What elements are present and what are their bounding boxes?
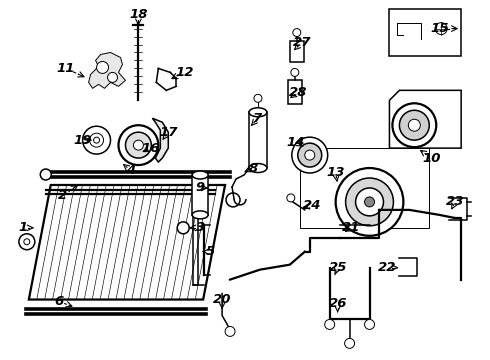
Text: 23: 23: [446, 195, 465, 208]
Bar: [288, 80, 302, 104]
Circle shape: [325, 319, 335, 329]
Circle shape: [298, 143, 322, 167]
Text: 8: 8: [248, 162, 258, 175]
Circle shape: [408, 119, 420, 131]
Text: 22: 22: [378, 261, 397, 274]
Circle shape: [292, 137, 328, 173]
Circle shape: [125, 132, 151, 158]
Ellipse shape: [192, 211, 208, 219]
Circle shape: [90, 133, 103, 147]
Circle shape: [399, 110, 429, 140]
Text: 6: 6: [54, 295, 63, 308]
Bar: [290, 41, 304, 62]
Ellipse shape: [249, 108, 267, 117]
Ellipse shape: [249, 163, 267, 172]
Text: 27: 27: [293, 36, 311, 49]
Text: 4: 4: [126, 163, 135, 176]
Circle shape: [24, 239, 30, 245]
Circle shape: [293, 28, 301, 37]
Ellipse shape: [192, 171, 208, 179]
Text: 3: 3: [196, 221, 205, 234]
Text: 24: 24: [302, 199, 321, 212]
Circle shape: [336, 168, 403, 236]
Polygon shape: [29, 185, 225, 300]
Text: 10: 10: [422, 152, 441, 165]
Circle shape: [19, 234, 35, 250]
Circle shape: [226, 193, 240, 207]
Circle shape: [119, 125, 158, 165]
Text: 1: 1: [18, 221, 27, 234]
Text: 21: 21: [343, 221, 361, 234]
Text: 16: 16: [141, 141, 160, 155]
Bar: [249, 112, 267, 168]
Text: 26: 26: [328, 297, 347, 310]
Polygon shape: [152, 118, 168, 162]
Text: 11: 11: [56, 62, 75, 75]
Circle shape: [83, 126, 111, 154]
Circle shape: [225, 327, 235, 336]
Bar: [390, 9, 461, 57]
Circle shape: [365, 319, 374, 329]
Circle shape: [133, 140, 144, 150]
Bar: [300, 148, 429, 228]
Text: 5: 5: [205, 245, 215, 258]
Circle shape: [356, 188, 384, 216]
Text: 15: 15: [430, 22, 448, 35]
Circle shape: [305, 150, 315, 160]
Circle shape: [94, 137, 99, 143]
Circle shape: [344, 338, 355, 348]
Text: 20: 20: [213, 293, 231, 306]
Circle shape: [365, 197, 374, 207]
Text: 7: 7: [253, 112, 263, 125]
Text: 14: 14: [287, 136, 305, 149]
Circle shape: [40, 169, 51, 180]
Text: 17: 17: [159, 126, 177, 139]
Circle shape: [254, 94, 262, 102]
Circle shape: [177, 222, 189, 234]
Text: 9: 9: [196, 181, 205, 194]
Circle shape: [97, 62, 108, 73]
Text: 19: 19: [74, 134, 92, 147]
Text: 28: 28: [289, 86, 307, 99]
Circle shape: [107, 72, 118, 82]
Circle shape: [392, 103, 436, 147]
Text: 12: 12: [175, 66, 194, 79]
Circle shape: [291, 68, 299, 76]
Text: 2: 2: [58, 189, 67, 202]
Circle shape: [435, 23, 447, 35]
Circle shape: [287, 194, 295, 202]
Polygon shape: [89, 53, 125, 88]
Circle shape: [345, 178, 393, 226]
Text: 13: 13: [326, 166, 345, 179]
Text: 25: 25: [328, 261, 347, 274]
Bar: [192, 175, 208, 215]
Text: 18: 18: [129, 8, 147, 21]
Polygon shape: [390, 90, 461, 148]
